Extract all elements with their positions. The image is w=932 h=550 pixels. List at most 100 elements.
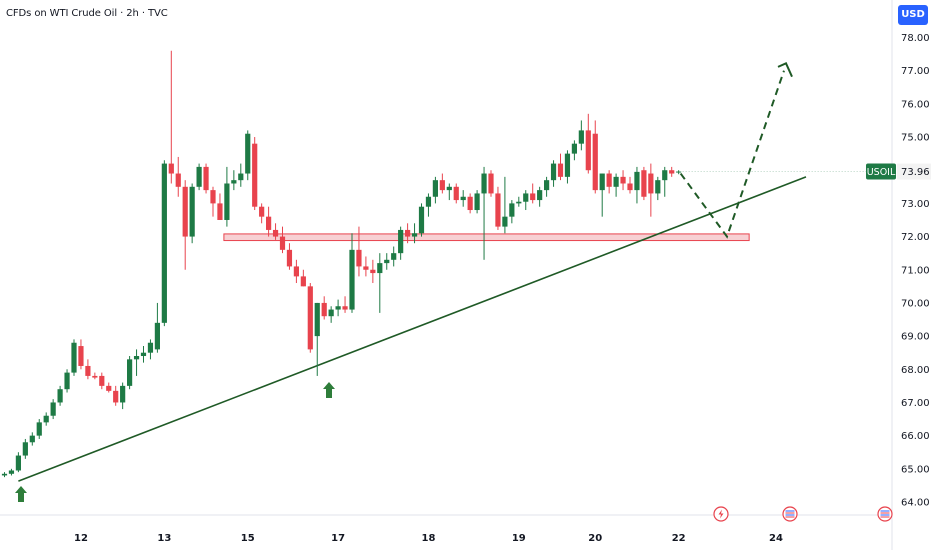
candle [460,190,466,207]
candle [537,186,543,207]
candle-body [78,346,84,366]
candle-body [224,183,230,220]
flag-stripe [880,514,890,516]
candle-body [544,180,550,191]
candle-body [481,173,487,194]
candle-body [147,342,154,353]
y-tick-label: 75.00 [901,133,930,144]
candle [286,243,293,270]
candle-body [1,473,8,476]
candle [245,130,251,181]
y-tick-label: 70.00 [901,298,930,309]
trend-line [18,176,807,482]
candle-body [22,442,28,456]
y-tick-label: 77.00 [901,66,930,77]
candle [488,170,494,197]
candle [516,196,522,207]
candle [585,113,591,174]
flag-event-icon[interactable] [877,506,893,522]
candle [544,176,550,197]
candle [655,176,661,201]
candle-body [488,173,494,194]
candle [252,137,258,211]
candle [571,140,577,161]
flag-stripe [785,514,795,516]
candle [432,176,438,204]
candle [599,173,605,217]
price-axis[interactable]: 64.00 65.00 66.00 67.00 68.00 69.00 70.00 71.00… [891,0,930,550]
candle-body [99,375,105,386]
x-tick-label: 20 [588,533,602,544]
candle [238,163,244,187]
candle [578,120,584,151]
symbol-badge-label: USOIL [867,167,896,178]
candle-body [432,180,438,197]
candle [530,183,536,204]
candle-body [502,216,508,227]
candle-body [15,455,21,471]
candle [272,223,279,240]
flag-stripe [880,516,890,518]
candle [203,163,209,194]
currency-badge[interactable]: USD [898,5,928,25]
y-tick-label: 67.00 [901,398,930,409]
candle-body [36,422,42,436]
event-circle [877,506,893,522]
chart-title: CFDs on WTI Crude Oil · 2h · TVC [6,8,168,19]
resistance-support-zone [223,233,750,242]
candle-body [203,166,209,191]
candle [217,193,223,220]
candle [342,296,348,313]
candle-body [127,359,133,386]
lightning-event-icon[interactable] [713,506,729,522]
time-axis[interactable]: 12 13 15 17 18 19 20 22 24 [74,533,783,544]
candle-body [238,173,244,181]
candle [85,359,91,380]
y-tick-label: 76.00 [901,99,930,110]
trend-line-segment [18,176,807,482]
event-markers[interactable] [713,506,893,522]
candle [64,369,70,393]
candle-body [349,249,355,310]
flag-event-icon[interactable] [782,506,798,522]
candle [161,160,167,327]
candle-body [342,306,348,310]
candle [370,259,376,284]
candle [147,339,154,360]
candle-body [467,196,473,211]
y-tick-label: 69.00 [901,332,930,343]
candle-body [662,170,668,181]
candle [418,203,425,237]
candle-body [460,196,466,201]
candle [474,190,480,214]
candle-body [641,170,647,197]
candle [314,302,320,376]
candle [8,468,15,476]
buy-arrow-icon [323,382,335,398]
candle-body [272,229,279,237]
candle [300,269,306,287]
candle [50,399,56,420]
candle [384,253,390,270]
x-tick-label: 15 [241,533,255,544]
candle-body [564,153,571,177]
candle [127,356,133,390]
candle [363,256,369,277]
candle [36,419,42,439]
candle [620,170,626,191]
candle [293,259,299,284]
candle [231,170,237,191]
projection-path [679,62,793,239]
x-tick-label: 24 [769,533,783,544]
candle-body [175,173,181,187]
candle-body [523,193,529,202]
candle-body [537,190,543,201]
candle [557,153,564,181]
candle [210,186,216,217]
candle [224,166,230,227]
last-price-badge: USOIL 73.96 [682,163,931,180]
candle [627,176,633,194]
candle-body [550,163,557,181]
candle-body [370,269,376,274]
